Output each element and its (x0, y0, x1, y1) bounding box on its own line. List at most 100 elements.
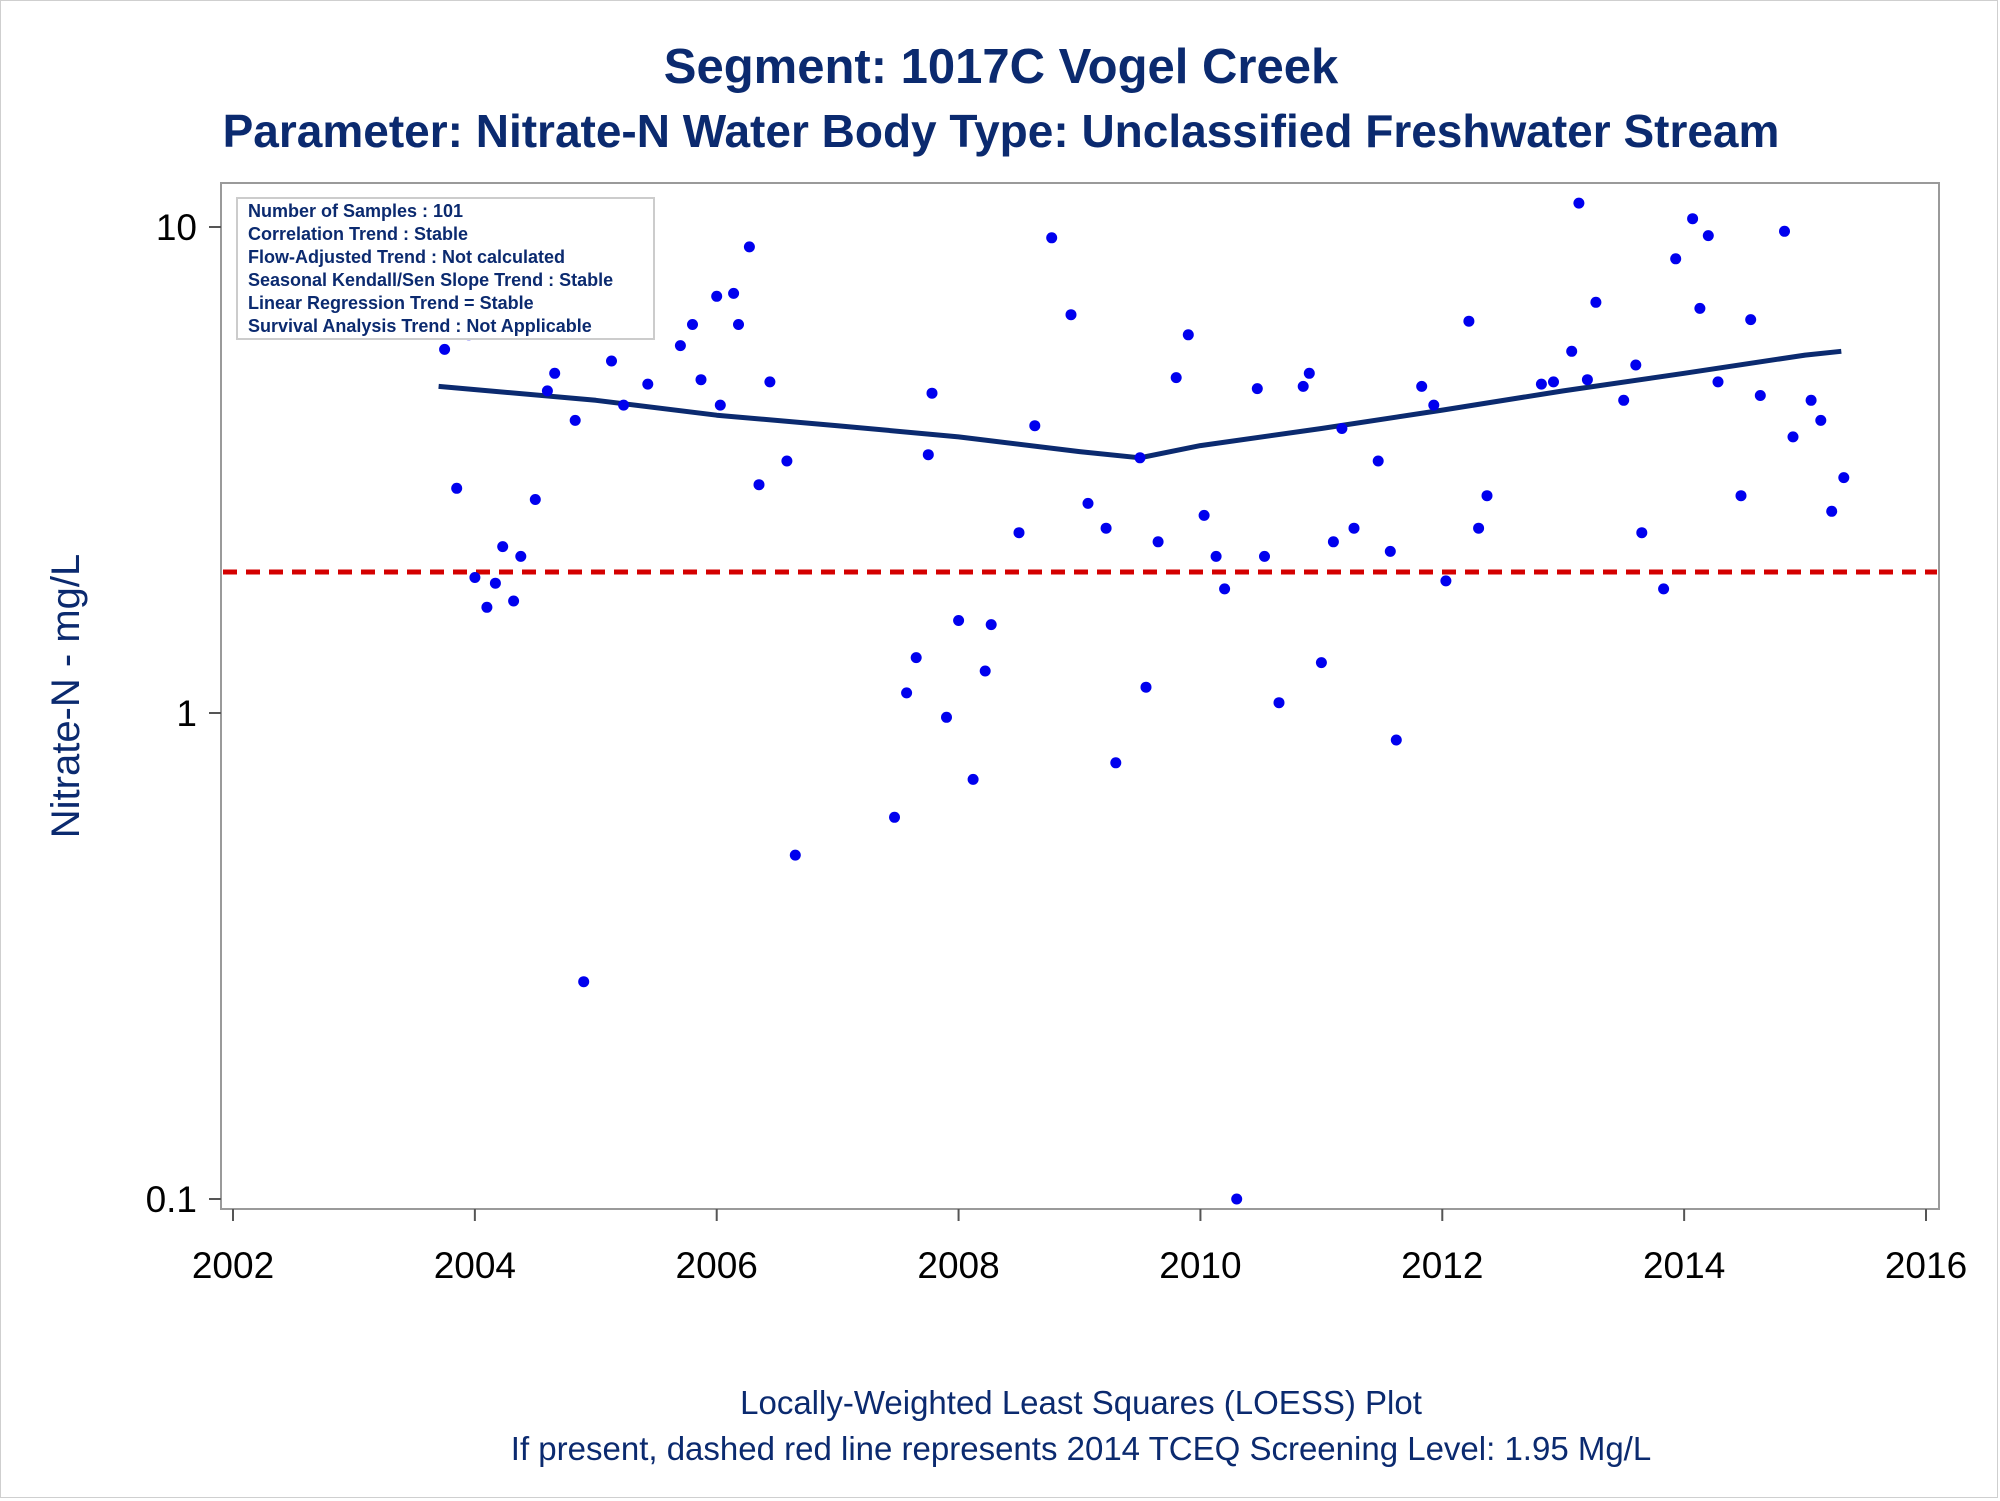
data-point (753, 479, 765, 491)
data-point (733, 319, 744, 330)
data-point (985, 619, 997, 631)
data-point (1231, 1193, 1243, 1205)
data-point (1687, 213, 1699, 225)
data-point (1826, 505, 1838, 517)
y-tick-label: 0.1 (146, 1179, 197, 1220)
x-tick-label: 2004 (434, 1245, 516, 1286)
data-point (901, 687, 913, 699)
data-point (687, 319, 698, 330)
info-line: Survival Analysis Trend : Not Applicable (248, 316, 592, 336)
data-point (1273, 697, 1285, 709)
data-point (1029, 420, 1041, 432)
data-point (1590, 296, 1602, 308)
info-line: Flow-Adjusted Trend : Not calculated (248, 247, 565, 267)
x-tick-label: 2008 (917, 1245, 999, 1286)
info-box: Number of Samples : 101 Correlation Tren… (236, 197, 655, 340)
data-point (1082, 497, 1094, 509)
data-point (1838, 472, 1850, 484)
data-point (1100, 522, 1112, 534)
data-point (1630, 359, 1642, 371)
data-point (714, 399, 726, 411)
data-point (1658, 583, 1670, 595)
data-point (1140, 681, 1152, 693)
data-point (1013, 527, 1025, 539)
data-point (922, 449, 934, 461)
data-point (1198, 509, 1210, 521)
x-tick-label: 2010 (1159, 1245, 1241, 1286)
data-point (1481, 490, 1493, 502)
info-box-frame (236, 197, 655, 340)
data-point (1152, 536, 1164, 548)
chart-subtitle: Parameter: Nitrate-N Water Body Type: Un… (223, 105, 1780, 157)
data-point (451, 482, 463, 494)
data-point (1416, 380, 1428, 392)
info-line: Seasonal Kendall/Sen Slope Trend : Stabl… (248, 270, 613, 290)
data-point (1219, 583, 1231, 595)
data-point (1210, 550, 1222, 562)
data-point (1327, 536, 1339, 548)
data-point (1573, 197, 1585, 209)
loess-line (438, 348, 1842, 461)
data-point (1735, 490, 1747, 502)
x-tick-label: 2006 (676, 1245, 758, 1286)
data-point (1473, 522, 1485, 534)
data-point (515, 550, 527, 562)
data-point (606, 355, 617, 367)
x-tick-label: 2014 (1643, 1245, 1725, 1286)
data-point (1390, 734, 1402, 746)
data-point (1336, 423, 1348, 434)
x-tick-label: 2002 (192, 1245, 274, 1286)
y-axis-label: Nitrate-N - mg/L (44, 554, 88, 839)
data-point (481, 601, 493, 613)
data-point (1182, 329, 1194, 341)
x-tick-label: 2012 (1401, 1245, 1483, 1286)
footer-line-1: Locally-Weighted Least Squares (LOESS) P… (740, 1384, 1422, 1421)
data-point (953, 615, 965, 626)
footer-line-2: If present, dashed red line represents 2… (511, 1430, 1651, 1467)
data-point (1303, 367, 1315, 379)
data-point (1315, 657, 1327, 669)
data-point (1259, 550, 1270, 562)
data-point (569, 414, 581, 426)
data-point (1745, 314, 1757, 326)
data-point (1815, 414, 1827, 426)
data-point (1787, 431, 1799, 443)
y-axis: 10 1 0.1 (146, 207, 221, 1220)
data-point (1535, 378, 1547, 390)
data-point (529, 494, 541, 505)
data-point (1712, 376, 1724, 388)
data-point (1440, 575, 1452, 587)
data-point (941, 711, 952, 723)
data-point (1046, 232, 1058, 244)
data-point (1384, 545, 1396, 557)
data-point (979, 665, 991, 677)
data-point (1754, 390, 1766, 401)
y-tick-label: 10 (156, 207, 197, 248)
data-point (781, 455, 793, 467)
plot-area (220, 182, 1940, 1210)
x-axis: 2002 2004 2006 2008 2010 2012 2014 2016 (192, 1209, 1967, 1286)
info-line: Linear Regression Trend = Stable (248, 293, 534, 313)
data-point (489, 577, 501, 589)
data-point (743, 241, 755, 253)
data-point (1134, 452, 1146, 464)
chart-title: Segment: 1017C Vogel Creek (664, 40, 1339, 94)
data-point (764, 376, 776, 388)
data-point (1170, 372, 1182, 384)
data-point (642, 378, 654, 390)
data-point (1636, 527, 1648, 539)
data-point (1618, 394, 1630, 406)
data-point (541, 385, 553, 397)
data-point (1297, 380, 1309, 392)
data-point (1566, 345, 1578, 357)
data-point (1581, 374, 1593, 386)
data-point (549, 367, 561, 379)
data-point (789, 849, 801, 861)
y-tick-label: 1 (176, 693, 197, 734)
data-point (1463, 315, 1475, 327)
data-point (728, 287, 740, 299)
data-point (889, 811, 900, 823)
data-points (439, 197, 1850, 1205)
info-line: Correlation Trend : Stable (248, 224, 468, 244)
